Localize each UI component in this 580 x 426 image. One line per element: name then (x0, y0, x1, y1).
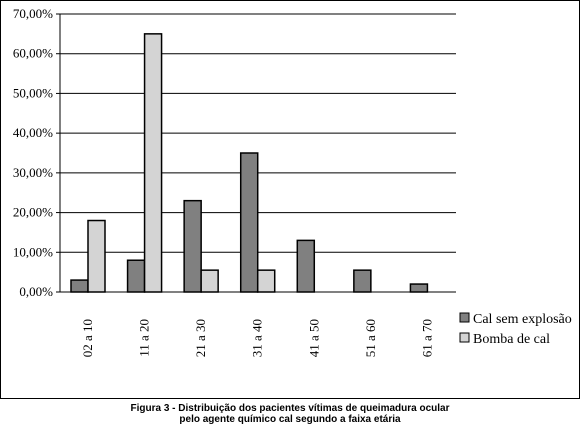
legend-label: Bomba de cal (473, 332, 550, 347)
bar-chart: 0,00% 10,00% 20,00% 30,00% 40,00% 50,00% 60,00… (13, 6, 572, 357)
y-tick-label: 40,00% (13, 125, 53, 140)
x-category-label: 51 a 60 (363, 319, 378, 357)
bar-cal-sem-explosao (70, 279, 89, 293)
bar-bomba-de-cal (256, 269, 276, 293)
x-category-label: 61 a 70 (419, 319, 434, 357)
bar-cal-sem-explosao (239, 152, 259, 293)
caption-line-2: pelo agente químico cal segundo a faixa … (179, 414, 401, 425)
y-tick-label: 70,00% (13, 6, 53, 21)
bar-cal-sem-explosao (409, 283, 429, 293)
x-category-label: 21 a 30 (193, 319, 208, 357)
bar-cal-sem-explosao (183, 199, 202, 293)
y-tick-label: 10,00% (13, 244, 53, 259)
bar-cal-sem-explosao (353, 269, 372, 293)
legend-swatch (459, 312, 470, 323)
bar-cal-sem-explosao (126, 259, 146, 293)
y-tick-label: 20,00% (13, 205, 53, 220)
y-tick-label: 60,00% (13, 46, 53, 61)
figure-caption: Figura 3 - Distribuição dos pacientes ví… (0, 403, 580, 425)
bar-bomba-de-cal (200, 269, 219, 293)
legend-label: Cal sem explosão (473, 312, 572, 327)
x-category-label: 41 a 50 (306, 319, 321, 357)
bar-cal-sem-explosao (296, 239, 316, 293)
legend-swatch (459, 332, 470, 343)
x-category-label: 02 a 10 (80, 319, 95, 357)
y-tick-label: 30,00% (13, 165, 53, 180)
chart-frame: 0,00% 10,00% 20,00% 30,00% 40,00% 50,00% 60,00… (0, 0, 580, 399)
x-category-label: 11 a 20 (137, 319, 152, 357)
y-tick-label: 50,00% (13, 85, 53, 100)
y-tick-label: 0,00% (19, 284, 53, 299)
caption-line-1: Figura 3 - Distribuição dos pacientes ví… (130, 403, 450, 414)
bar-bomba-de-cal (143, 33, 163, 293)
x-category-label: 31 a 40 (250, 319, 265, 357)
bar-bomba-de-cal (87, 219, 106, 293)
